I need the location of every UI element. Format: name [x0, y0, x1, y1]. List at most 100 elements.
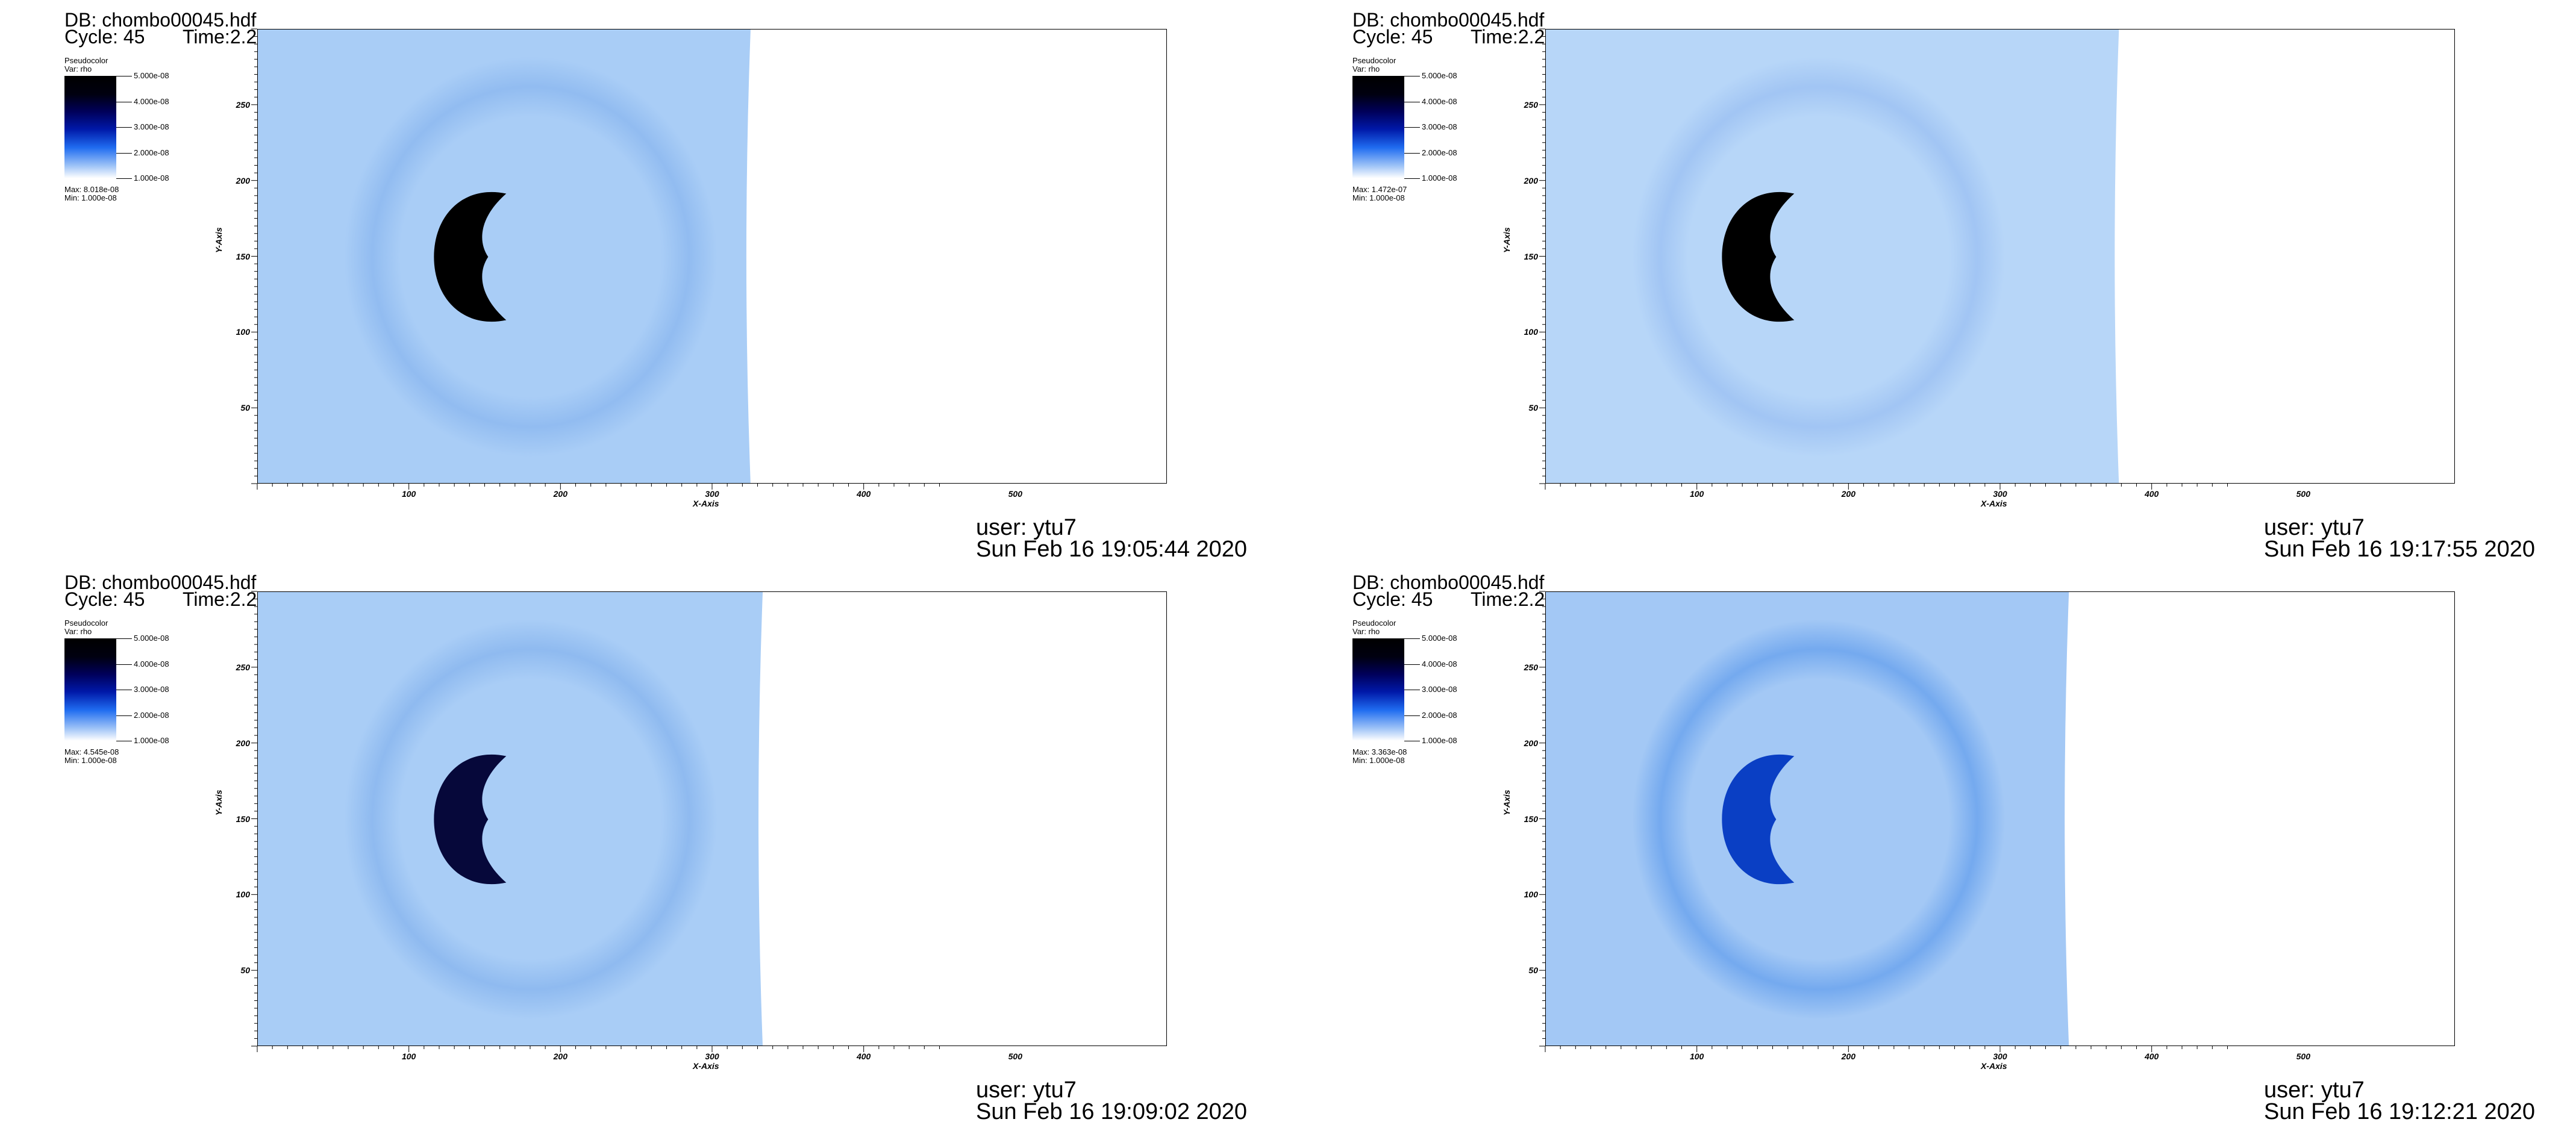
x-axis-title: X-Axis	[693, 1061, 719, 1071]
legend-variable: Var: rho	[1352, 627, 1380, 636]
colorbar-tick-label: 2.000e-08	[134, 710, 169, 720]
legend-plot-type: Pseudocolor	[1352, 619, 1396, 628]
legend-variable: Var: rho	[64, 627, 92, 636]
legend-plot-type: Pseudocolor	[64, 56, 108, 65]
date-label: Sun Feb 16 19:17:55 2020	[2264, 537, 2536, 562]
density-field	[1546, 30, 2119, 483]
dense-clump	[1722, 754, 1795, 885]
cycle-value: Cycle: 45	[1352, 588, 1433, 610]
y-tick-label: 100	[1524, 327, 1538, 337]
render-panel-1: DB: chombo00045.hdf Cycle: 45 Time:2.25e-0…	[0, 0, 1288, 562]
colorbar-tick	[1404, 178, 1420, 179]
render-panel-3: DB: chombo00045.hdf Cycle: 45 Time:2.25e-0…	[0, 562, 1288, 1125]
colorbar-tick-label: 3.000e-08	[134, 122, 169, 131]
y-tick-label: 50	[1528, 965, 1538, 976]
plot-area[interactable]	[1545, 29, 2455, 484]
legend-max-value: Max: 4.545e-08	[64, 747, 119, 756]
y-tick-label: 100	[236, 890, 250, 900]
legend-max-value: Max: 8.018e-08	[64, 185, 119, 194]
plot-area[interactable]	[257, 29, 1167, 484]
date-label: Sun Feb 16 19:05:44 2020	[976, 537, 1248, 562]
y-axis-title: Y-Axis	[214, 790, 224, 815]
y-tick-label: 250	[236, 99, 250, 110]
x-tick-label: 100	[1689, 1052, 1704, 1061]
colorbar-tick-label: 2.000e-08	[134, 148, 169, 157]
y-tick-label: 150	[1524, 251, 1538, 261]
user-label: user: ytu7	[976, 515, 1077, 540]
dense-clump	[434, 754, 507, 885]
y-tick-label: 50	[1528, 403, 1538, 413]
x-tick-label: 100	[401, 1052, 416, 1061]
y-axis-title: Y-Axis	[214, 227, 224, 253]
axis-tick-marks	[251, 591, 940, 1052]
expanding-bubble	[1632, 57, 2005, 457]
y-tick-label: 250	[1524, 662, 1538, 672]
legend-min-value: Min: 1.000e-08	[64, 193, 117, 202]
database-label: DB: chombo00045.hdf	[1352, 572, 1545, 593]
legend-min-value: Min: 1.000e-08	[1352, 193, 1405, 202]
legend-min-value: Min: 1.000e-08	[1352, 756, 1405, 765]
x-tick-label: 200	[553, 1052, 567, 1061]
colorbar-tick-label: 4.000e-08	[1422, 96, 1457, 106]
colorbar	[64, 638, 116, 741]
y-tick-label: 150	[236, 814, 250, 824]
date-label: Sun Feb 16 19:09:02 2020	[976, 1099, 1248, 1124]
x-tick-label: 300	[705, 489, 719, 499]
render-panel-4: DB: chombo00045.hdf Cycle: 45 Time:2.25e-0…	[1288, 562, 2576, 1125]
colorbar-tick	[1404, 127, 1420, 128]
y-tick-label: 150	[236, 251, 250, 261]
colorbar	[64, 76, 116, 178]
x-tick-label: 400	[856, 1052, 871, 1061]
colorbar-tick	[1404, 638, 1420, 639]
y-tick-label: 200	[236, 175, 250, 185]
cycle-value: Cycle: 45	[1352, 26, 1433, 48]
plot-area[interactable]	[257, 591, 1167, 1046]
legend-max-value: Max: 3.363e-08	[1352, 747, 1407, 756]
colorbar-tick-label: 5.000e-08	[134, 634, 169, 643]
y-tick-label: 150	[1524, 814, 1538, 824]
x-tick-label: 400	[856, 489, 871, 499]
cycle-value: Cycle: 45	[64, 26, 145, 48]
x-tick-label: 100	[401, 489, 416, 499]
x-tick-label: 400	[2144, 489, 2159, 499]
y-tick-label: 50	[240, 965, 250, 976]
x-tick-label: 300	[705, 1052, 719, 1061]
x-tick-label: 400	[2144, 1052, 2159, 1061]
colorbar-tick-label: 3.000e-08	[1422, 685, 1457, 694]
colorbar-tick	[116, 152, 132, 154]
database-label: DB: chombo00045.hdf	[64, 9, 257, 31]
x-tick-label: 200	[553, 489, 567, 499]
colorbar	[1352, 76, 1404, 178]
density-field	[258, 30, 751, 483]
colorbar-tick-label: 3.000e-08	[1422, 122, 1457, 131]
colorbar-tick	[116, 178, 132, 179]
user-label: user: ytu7	[2264, 515, 2365, 540]
y-axis-title: Y-Axis	[1502, 790, 1512, 815]
colorbar-tick-label: 4.000e-08	[134, 96, 169, 106]
colorbar-tick-label: 5.000e-08	[134, 71, 169, 80]
colorbar-tick-label: 5.000e-08	[1422, 71, 1457, 80]
axis-tick-marks	[251, 28, 940, 490]
database-label: DB: chombo00045.hdf	[1352, 9, 1545, 31]
x-tick-label: 100	[1689, 489, 1704, 499]
colorbar-tick	[1404, 664, 1420, 665]
plot-area[interactable]	[1545, 591, 2455, 1046]
x-tick-label: 500	[1008, 1052, 1022, 1061]
user-label: user: ytu7	[976, 1077, 1077, 1103]
colorbar-tick	[116, 715, 132, 716]
colorbar-tick-label: 3.000e-08	[134, 685, 169, 694]
x-tick-label: 200	[1841, 1052, 1855, 1061]
y-tick-label: 200	[1524, 738, 1538, 748]
render-panel-2: DB: chombo00045.hdf Cycle: 45 Time:2.25e-0…	[1288, 0, 2576, 562]
y-tick-label: 50	[240, 403, 250, 413]
legend-max-value: Max: 1.472e-07	[1352, 185, 1407, 194]
colorbar-tick-label: 1.000e-08	[134, 736, 169, 745]
axis-tick-marks	[1539, 28, 2228, 490]
cycle-value: Cycle: 45	[64, 588, 145, 610]
colorbar-tick-label: 4.000e-08	[1422, 659, 1457, 668]
date-label: Sun Feb 16 19:12:21 2020	[2264, 1099, 2536, 1124]
expanding-bubble	[1632, 619, 2005, 1020]
expanding-bubble	[344, 57, 717, 457]
x-tick-label: 500	[1008, 489, 1022, 499]
colorbar-tick	[116, 638, 132, 639]
